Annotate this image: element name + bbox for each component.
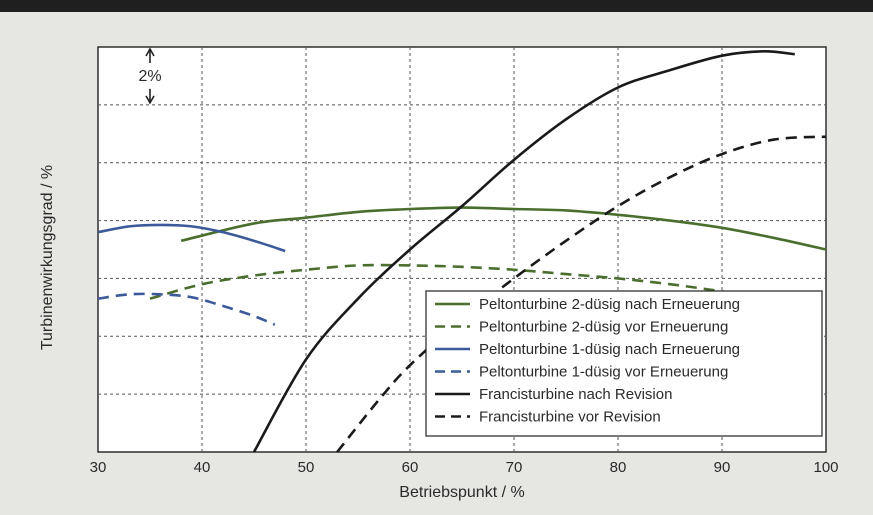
y-axis-label: Turbinenwirkungsgrad / %	[39, 165, 56, 350]
legend-label: Peltonturbine 1-düsig nach Erneuerung	[479, 341, 740, 358]
x-tick-label: 30	[90, 459, 107, 476]
legend-label: Peltonturbine 2-düsig nach Erneuerung	[479, 296, 740, 313]
series-line-pelton-2-vor	[149, 263, 775, 302]
legend-label: Francisturbine vor Revision	[479, 409, 661, 426]
legend-label: Peltonturbine 2-düsig vor Erneuerung	[479, 319, 728, 336]
x-tick-label: 50	[298, 459, 315, 476]
annotation-label: 2%	[138, 68, 161, 85]
annotation-arrowhead-down	[145, 95, 155, 105]
legend-label: Peltonturbine 1-düsig vor Erneuerung	[479, 364, 728, 381]
x-axis-label: Betriebspunkt / %	[399, 484, 524, 501]
top-border-bar	[0, 0, 873, 12]
series-line-pelton-2-nach	[180, 206, 827, 251]
annotation-2-percent: 2%	[138, 47, 162, 105]
legend-box	[425, 290, 823, 437]
x-tick-label: 100	[813, 459, 838, 476]
x-tick-label: 70	[506, 459, 523, 476]
x-tick-label: 90	[714, 459, 731, 476]
x-tick-label: 80	[610, 459, 627, 476]
x-tick-label: 40	[194, 459, 211, 476]
annotation-arrowhead-up	[145, 47, 155, 57]
x-axis-ticks: 30 40 50 60 70 80 90 100	[90, 459, 839, 476]
series-line-pelton-1-vor	[97, 292, 276, 326]
series-lines	[97, 50, 827, 453]
legend: Peltonturbine 2-düsig nach Erneuerung Pel…	[425, 290, 823, 437]
series-line-francis-vor	[336, 135, 827, 453]
legend-label: Francisturbine nach Revision	[479, 386, 672, 403]
series-line-francis-nach	[252, 50, 795, 453]
series-line-pelton-1-nach	[97, 223, 286, 253]
x-tick-label: 60	[402, 459, 419, 476]
